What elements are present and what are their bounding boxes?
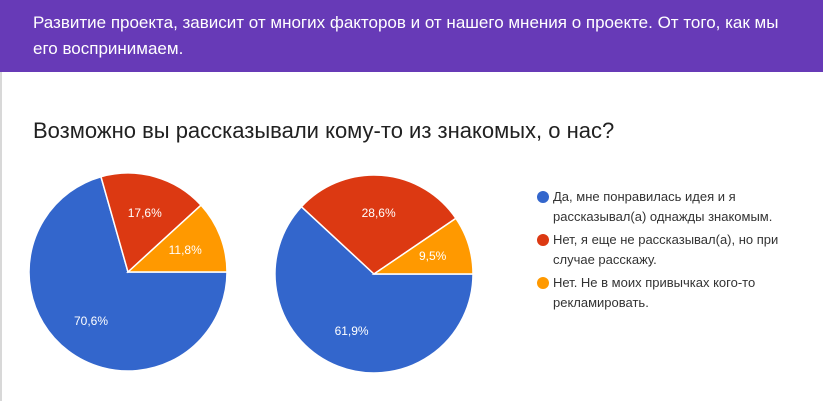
slice-label: 61,9% — [335, 324, 369, 338]
pie-slice — [100, 172, 203, 274]
legend-item: Нет. Не в моих привычках кого-то реклами… — [537, 273, 817, 313]
pie-slice — [300, 174, 457, 275]
card-border — [0, 72, 2, 401]
legend-item: Нет, я еще не рассказывал(а), но при слу… — [537, 230, 817, 270]
pie-slice — [371, 217, 474, 275]
header-text: Развитие проекта, зависит от многих факт… — [33, 13, 779, 58]
pie-slice — [126, 204, 228, 273]
slice-label: 17,6% — [128, 206, 162, 220]
slice-label: 70,6% — [74, 314, 108, 328]
legend-dot-icon — [537, 191, 549, 203]
legend-item: Да, мне понравилась идея и я рассказывал… — [537, 187, 817, 227]
slice-label: 11,8% — [169, 243, 202, 257]
slice-label: 28,6% — [362, 206, 396, 220]
question-title: Возможно вы рассказывали кому-то из знак… — [33, 118, 615, 143]
slice-label: 9,5% — [419, 249, 447, 263]
legend-dot-icon — [537, 277, 549, 289]
legend-dot-icon — [537, 234, 549, 246]
pie-slice — [274, 205, 474, 374]
pie-charts: 70,6% 17,6% 11,8% 61,9% 28,6% 9,5% — [28, 172, 474, 374]
pie-slice — [28, 175, 228, 372]
section-header: Развитие проекта, зависит от многих факт… — [0, 0, 823, 72]
chart-legend: Да, мне понравилась идея и я рассказывал… — [537, 187, 817, 316]
